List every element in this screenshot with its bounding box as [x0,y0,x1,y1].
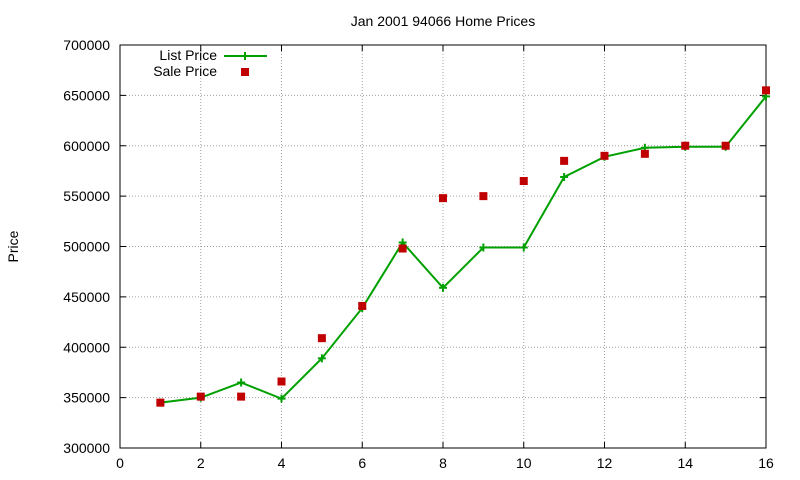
list-price-line [160,95,767,404]
y-axis-label: Price [5,230,21,262]
sale-price-point [277,377,286,386]
y-tick-label: 500000 [63,239,110,255]
axis-ticks [119,44,767,449]
sale-price-point [762,86,770,95]
y-tick-label: 700000 [63,37,110,53]
x-tick-label: 12 [597,455,613,471]
series [156,86,770,407]
sale-price-point [358,301,367,310]
list-price-point [317,354,326,363]
x-axis-tick-labels: 0 2 4 6 8 10 12 14 16 [116,455,774,471]
sale-price-point [681,141,690,150]
legend-label-list-price: List Price [159,47,217,63]
legend-label-sale-price: Sale Price [153,63,217,79]
list-price-point [439,283,447,292]
sale-price-point [439,194,447,203]
sale-price-point [237,392,246,401]
list-price-point [277,394,286,403]
y-tick-label: 450000 [63,289,110,305]
grid [120,45,766,448]
sale-price-point [156,398,165,407]
legend-swatch-sale-marker [241,68,249,76]
x-tick-label: 2 [197,455,205,471]
x-tick-label: 4 [278,455,286,471]
list-price-point [237,378,246,387]
sale-price-point [398,244,407,253]
sale-price-point [479,192,488,201]
legend-swatch-list-marker [241,52,249,60]
sale-price-point [196,392,205,401]
y-tick-label: 600000 [63,138,110,154]
list-price-point [519,243,528,252]
x-tick-label: 6 [358,455,366,471]
y-tick-label: 550000 [63,188,110,204]
x-tick-label: 10 [516,455,532,471]
list-price-point [479,243,488,252]
sale-price-point [317,334,326,343]
sale-price-point [519,177,528,186]
y-tick-label: 400000 [63,339,110,355]
sale-price-point [560,156,569,165]
y-axis-tick-labels: 300000 350000 400000 450000 500000 550000 6000… [63,37,110,456]
sale-price-point [600,151,609,160]
chart-title: Jan 2001 94066 Home Prices [351,13,535,29]
list-price-point [560,172,569,181]
y-tick-label: 350000 [63,390,110,406]
x-tick-label: 0 [116,455,124,471]
y-tick-label: 300000 [63,440,110,456]
x-tick-label: 14 [677,455,693,471]
x-tick-label: 16 [758,455,774,471]
x-tick-label: 8 [439,455,447,471]
y-tick-label: 650000 [63,87,110,103]
sale-price-point [721,141,730,150]
sale-price-point [640,149,649,158]
